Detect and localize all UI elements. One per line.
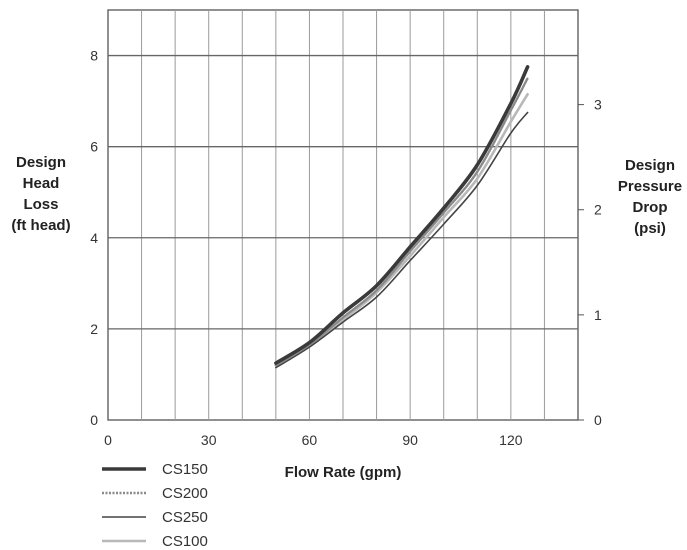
x-tick-label: 0 <box>104 432 112 448</box>
y-tick-label: 8 <box>90 48 98 64</box>
y-tick-label: 0 <box>90 412 98 428</box>
y-right-tick-label: 0 <box>594 412 602 428</box>
x-tick-label: 30 <box>201 432 217 448</box>
series-line-cs100 <box>274 93 529 367</box>
x-tick-label: 120 <box>499 432 523 448</box>
legend-label-cs200: CS200 <box>162 485 208 502</box>
grid <box>107 9 584 421</box>
y-tick-label: 6 <box>90 139 98 155</box>
y-axis-label-left-line: (ft head) <box>11 217 71 234</box>
legend-label-cs100: CS100 <box>162 533 208 550</box>
y-axis-label-right-line: Pressure <box>617 178 683 195</box>
y-axis-label-left-line: Design <box>15 154 66 171</box>
series-lines <box>274 65 530 369</box>
y-axis-label-left: Design Head Loss (ft head) <box>2 152 80 236</box>
y-tick-label: 4 <box>90 230 98 246</box>
legend-label-cs150: CS150 <box>162 461 208 478</box>
legend-label-cs250: CS250 <box>162 509 208 526</box>
y-axis-label-right-line: Design <box>624 157 675 174</box>
y-axis-label-left-line: Head <box>22 175 60 192</box>
series-line-cs200 <box>274 77 529 367</box>
y-axis-label-right-line: (psi) <box>634 220 666 237</box>
y-axis-label-right-line: Drop <box>632 199 668 216</box>
series-line-cs150 <box>274 65 530 365</box>
series-line-cs250 <box>275 111 529 369</box>
y-axis-label-left-line: Loss <box>23 196 59 213</box>
y-right-tick-label: 1 <box>594 307 602 323</box>
y-right-tick-label: 2 <box>594 202 602 218</box>
y-right-tick-label: 3 <box>594 97 602 113</box>
legend: CS150 CS200 CS250 CS100 <box>102 461 208 550</box>
y-tick-label: 2 <box>90 321 98 337</box>
x-tick-label: 60 <box>302 432 318 448</box>
x-tick-label: 90 <box>402 432 418 448</box>
y-axis-label-right: Design Pressure Drop (psi) <box>610 155 687 239</box>
x-axis-label: Flow Rate (gpm) <box>285 464 402 481</box>
